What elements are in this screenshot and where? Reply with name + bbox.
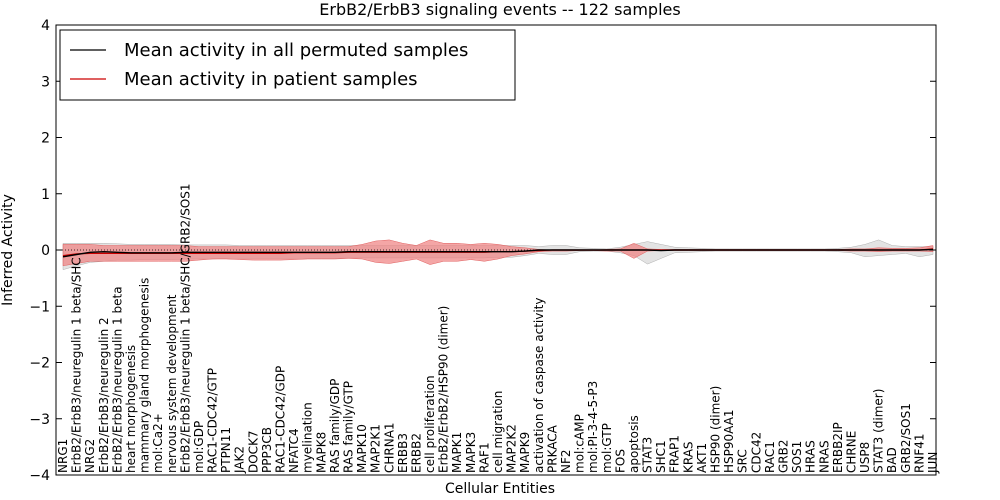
entity-label: cell proliferation [423, 375, 437, 473]
entity-label: ErbB2/ErbB3/neuregulin 2 [97, 317, 111, 473]
entity-label: PPP3CB [260, 427, 274, 473]
x-axis-label: Cellular Entities [445, 481, 555, 497]
entity-label: MAPK9 [518, 432, 532, 473]
entity-label: CHRNE [844, 431, 858, 473]
band-patient [62, 239, 934, 267]
chart-title: ErbB2/ErbB3 signaling events -- 122 samp… [319, 0, 680, 19]
entity-label: ErbB2/ErbB3/neuregulin 1 beta [110, 286, 124, 473]
legend-label-permuted: Mean activity in all permuted samples [124, 40, 468, 61]
entity-label: MAPK8 [314, 432, 328, 473]
entity-label: MAP2K1 [369, 424, 383, 473]
entity-label: NRG2 [83, 439, 97, 473]
entity-label: ErbB2/ErbB3/neuregulin 1 beta/SHC [70, 257, 84, 473]
entity-label: ERBB3 [396, 433, 410, 473]
entity-label: SRC [736, 449, 750, 473]
entity-label: MAPK3 [464, 432, 478, 473]
y-axis: −4 −3 −2 −1 0 1 2 3 4 [29, 18, 936, 484]
y-axis-label: Inferred Activity [0, 194, 16, 306]
y-tick-label: 1 [41, 187, 50, 203]
entity-label: RAC1-CDC42/GDP [274, 366, 288, 473]
confidence-bands [62, 239, 934, 271]
legend-box [59, 29, 516, 101]
legend: Mean activity in all permuted samples Me… [59, 29, 516, 101]
entity-label: ErbB2/ErbB3/neuregulin 1 beta/SHC/GRB2/S… [178, 183, 192, 473]
entity-label: BAD [885, 447, 899, 473]
entity-label: activation of caspase activity [532, 298, 546, 473]
entity-label: mol:PI-3-4-5-P3 [586, 381, 600, 473]
entity-label: STAT3 (dimer) [872, 389, 886, 473]
entity-label: RAC1-CDC42/GTP [206, 368, 220, 473]
entity-label: cell migration [491, 391, 505, 473]
entity-label: mol:cAMP [573, 414, 587, 473]
series-line-permuted [62, 248, 934, 258]
y-tick-label: 3 [41, 74, 50, 90]
entity-label: NRG1 [56, 439, 70, 473]
y-tick-label: −1 [29, 299, 50, 315]
entity-label: nervous system development [165, 294, 179, 473]
y-tick-label: 0 [41, 243, 50, 259]
entity-label: JAK2 [233, 446, 247, 474]
entity-label: DOCK7 [246, 430, 260, 473]
entity-label: mol:GTP [600, 423, 614, 473]
entity-label: NFATC4 [287, 428, 301, 473]
entity-label: NRAS [817, 440, 831, 473]
entity-label: USP8 [858, 442, 872, 473]
entity-label: AKT1 [695, 443, 709, 473]
entity-label: myelination [301, 402, 315, 473]
entity-label: JUN [926, 452, 940, 474]
y-tick-label: 4 [41, 18, 50, 34]
entity-label: MAPK10 [355, 424, 369, 473]
entity-labels: NRG1 ErbB2/ErbB3/neuregulin 1 beta/SHC NRG… [56, 183, 940, 474]
entity-label: RAC1 [763, 441, 777, 473]
entity-label: RAF1 [477, 442, 491, 473]
entity-label: NF2 [559, 449, 573, 473]
entity-label: GRB2 [777, 439, 791, 473]
entity-label: RAS family/GTP [342, 381, 356, 473]
y-tick-label: −3 [29, 412, 50, 428]
entity-label: ERBB2 [409, 433, 423, 473]
entity-label: HSP90 (dimer) [709, 386, 723, 473]
entity-label: HRAS [804, 440, 818, 473]
entity-label: mol:Ca2+ [151, 413, 165, 473]
entity-label: ErbB2/ErbB2/HSP90 (dimer) [437, 306, 451, 473]
entity-label: MAP2K2 [505, 424, 519, 473]
entity-label: heart morphogenesis [124, 345, 138, 473]
y-tick-label: 2 [41, 131, 50, 147]
entity-label: PTPN11 [219, 427, 233, 473]
entity-label: FRAP1 [668, 435, 682, 473]
entity-label: PRKACA [545, 424, 559, 473]
entity-label: RAS family/GDP [328, 379, 342, 473]
entity-label: ERBB2IP [831, 422, 845, 473]
entity-label: mol:GDP [192, 421, 206, 473]
entity-label: GRB2/SOS1 [899, 403, 913, 473]
entity-label: STAT3 [641, 437, 655, 473]
series-lines [62, 248, 934, 258]
entity-label: apoptosis [627, 415, 641, 473]
y-tick-label: −4 [29, 468, 50, 484]
entity-label: mammary gland morphogenesis [138, 278, 152, 473]
entity-label: CDC42 [749, 432, 763, 473]
entity-label: SOS1 [790, 441, 804, 473]
y-tick-label: −2 [29, 356, 50, 372]
entity-label: FOS [613, 449, 627, 473]
entity-label: KRAS [681, 441, 695, 473]
legend-label-patient: Mean activity in patient samples [124, 69, 418, 90]
entity-label: HSP90AA1 [722, 409, 736, 473]
entity-label: CHRNA1 [382, 422, 396, 473]
entity-label: MAPK1 [450, 432, 464, 473]
entity-label: SHC1 [654, 440, 668, 473]
entity-label: RNF41 [912, 434, 926, 474]
